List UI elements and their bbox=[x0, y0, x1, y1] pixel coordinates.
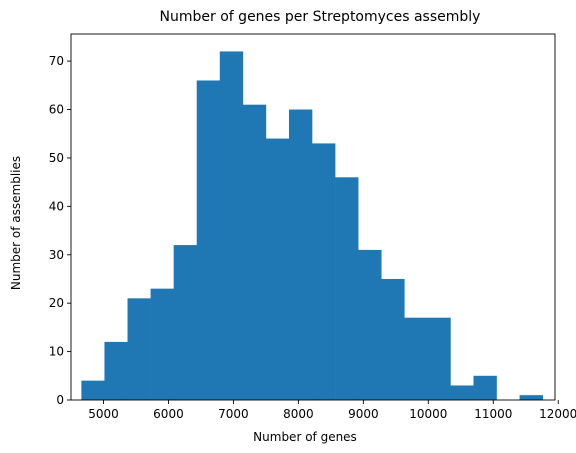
histogram-bar bbox=[473, 375, 497, 400]
histogram-bar bbox=[358, 249, 382, 400]
histogram-bar bbox=[81, 380, 105, 400]
x-tick-label: 7000 bbox=[218, 407, 249, 421]
histogram-bar bbox=[242, 104, 267, 400]
histogram-bar bbox=[381, 278, 405, 400]
histogram-bar bbox=[404, 317, 428, 400]
y-axis-label: Number of assemblies bbox=[9, 156, 23, 290]
x-tick-label: 11000 bbox=[474, 407, 512, 421]
histogram-bar bbox=[104, 341, 128, 400]
y-tick-label: 50 bbox=[49, 151, 64, 165]
x-tick-label: 5000 bbox=[88, 407, 119, 421]
histogram-bar bbox=[519, 395, 543, 400]
x-axis-label: Number of genes bbox=[253, 430, 357, 444]
y-tick-label: 70 bbox=[49, 54, 64, 68]
y-tick-label: 60 bbox=[49, 103, 64, 117]
chart-title: Number of genes per Streptomyces assembl… bbox=[160, 9, 481, 25]
x-tick-label: 6000 bbox=[153, 407, 184, 421]
histogram-bar bbox=[427, 317, 451, 400]
y-tick-label: 20 bbox=[49, 296, 64, 310]
y-tick-label: 0 bbox=[56, 393, 64, 407]
x-tick-label: 10000 bbox=[409, 407, 447, 421]
histogram-bar bbox=[196, 80, 221, 400]
histogram-bar bbox=[219, 51, 244, 401]
histogram-bar bbox=[450, 385, 474, 400]
x-tick-label: 8000 bbox=[283, 407, 314, 421]
histogram-bar bbox=[335, 177, 359, 400]
y-axis-ticks: 0 10 20 30 40 50 60 70 bbox=[49, 54, 71, 407]
histogram-bar bbox=[173, 245, 198, 400]
plot-frame bbox=[70, 33, 556, 401]
histogram-bar bbox=[312, 143, 336, 400]
histogram-bar bbox=[265, 138, 290, 401]
y-tick-label: 30 bbox=[49, 248, 64, 262]
x-tick-label: 9000 bbox=[348, 407, 379, 421]
x-axis-ticks: 5000 6000 7000 8000 9000 10000 11000 12000 bbox=[88, 400, 576, 421]
x-tick-label: 12000 bbox=[539, 407, 576, 421]
histogram-bar bbox=[150, 288, 174, 400]
y-tick-label: 10 bbox=[49, 345, 64, 359]
bars-group bbox=[81, 51, 543, 401]
histogram-bar bbox=[127, 298, 151, 400]
y-tick-label: 40 bbox=[49, 199, 64, 213]
histogram-bar bbox=[288, 109, 313, 401]
